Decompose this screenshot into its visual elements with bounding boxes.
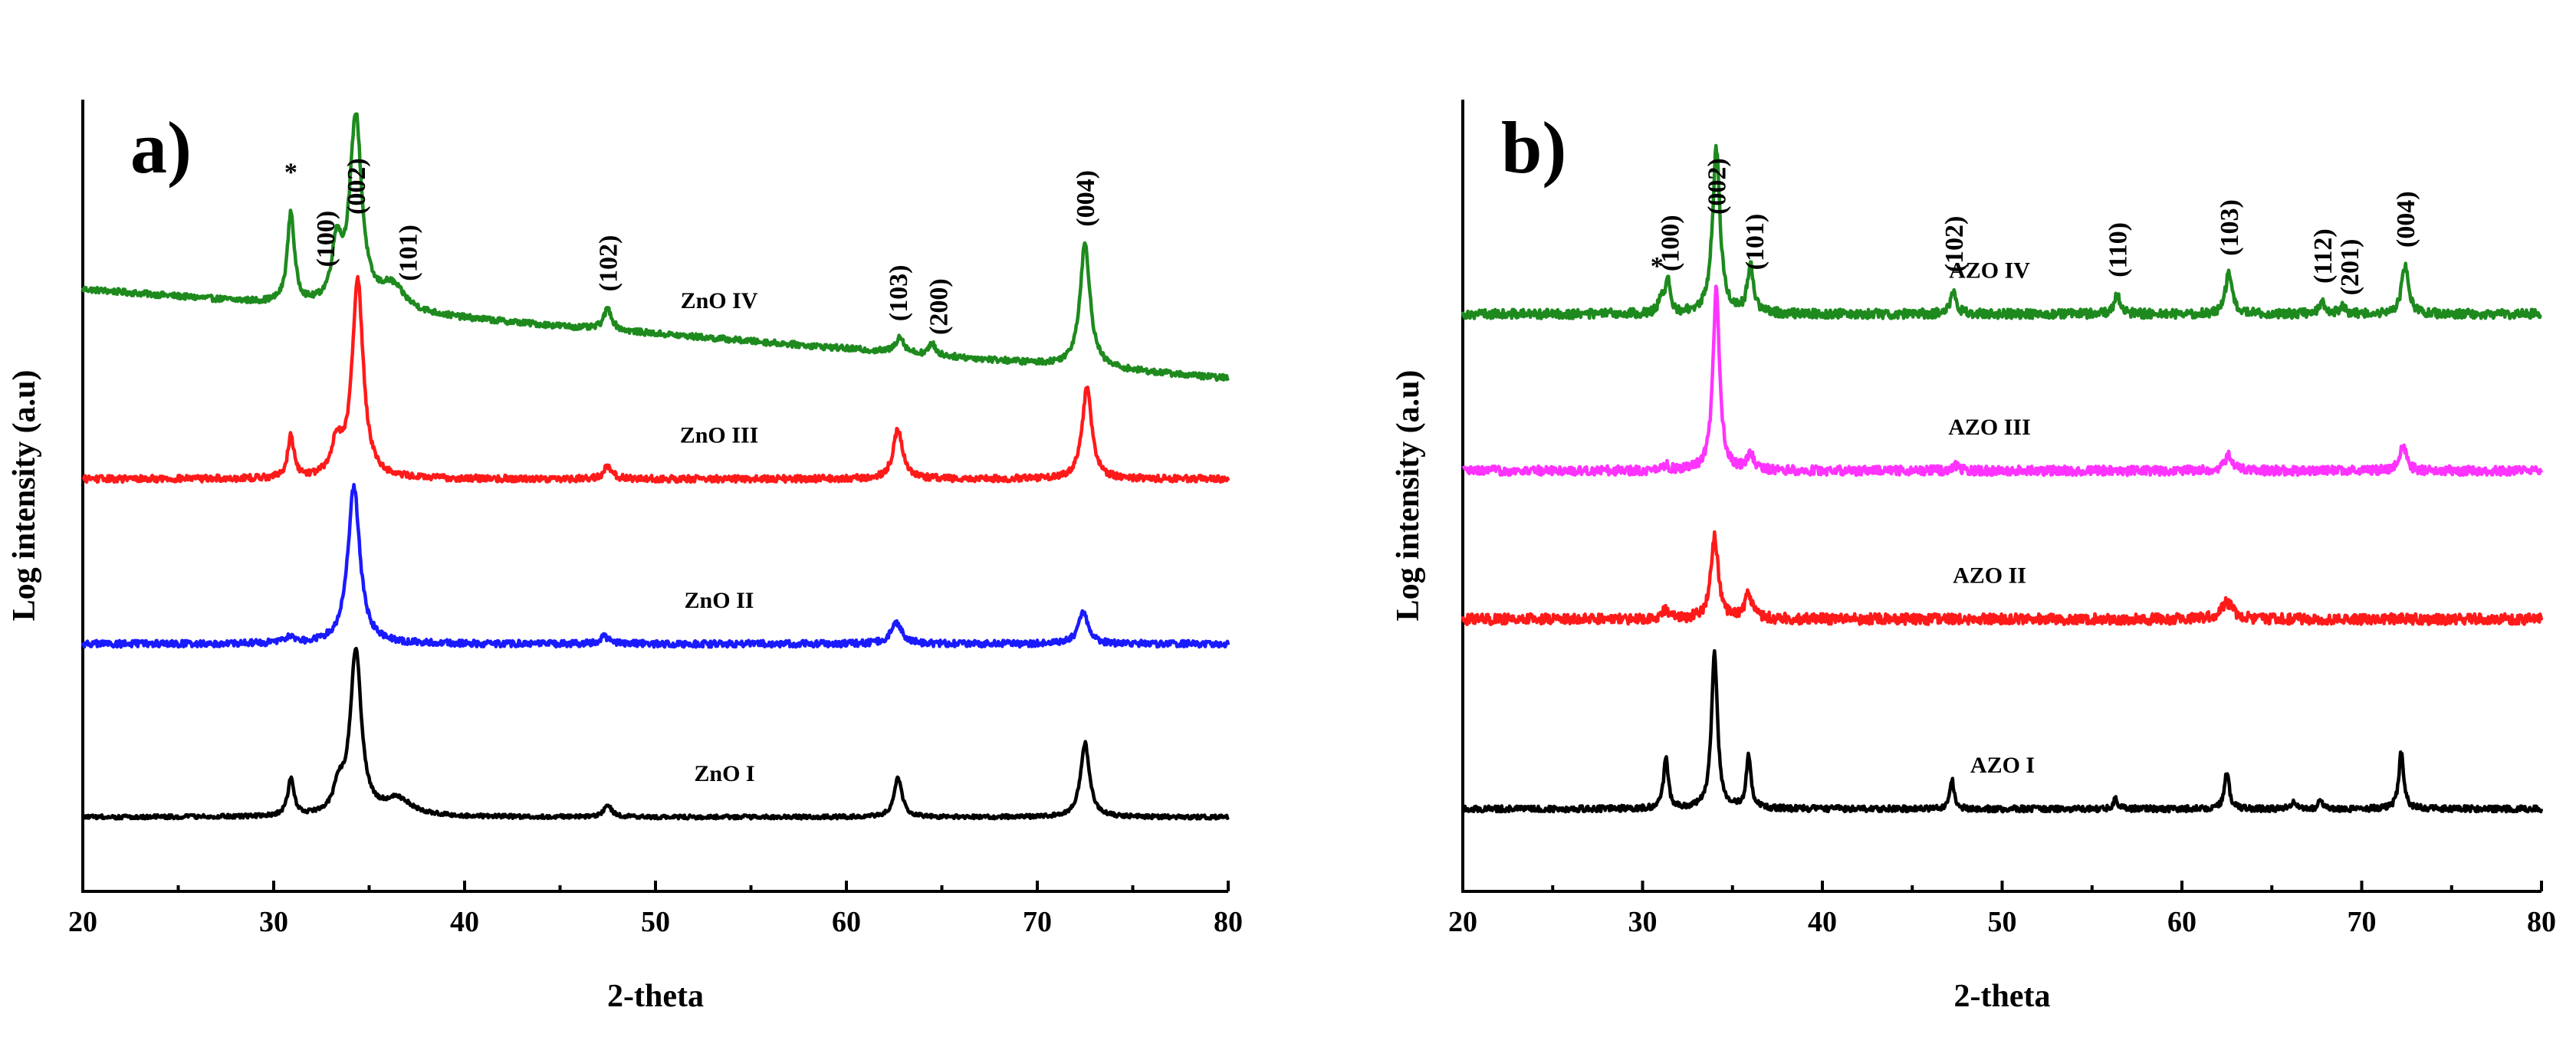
peak-asterisk: * (1651, 252, 1664, 281)
x-tick-label: 30 (259, 906, 288, 938)
series-line-zno-ii (80, 483, 1230, 649)
x-tick-label: 60 (832, 906, 861, 938)
series-line-zno-iv (80, 112, 1230, 382)
peak-index-label: (100) (1657, 215, 1685, 271)
panel-a: 20 30 40 50 60 70 80 2-theta Log intensity (a.u)… (7, 100, 1243, 1014)
series-line-azo-ii (1460, 530, 2544, 626)
series-line-azo-iii (1461, 284, 2544, 477)
peak-index-label: (100) (312, 211, 340, 267)
x-axis-title: 2-theta (607, 979, 704, 1014)
peak-index-label: (112) (2309, 228, 2338, 284)
peak-index-label: (200) (925, 278, 954, 335)
peak-index-label: (002) (343, 158, 371, 215)
series-label: AZO IV (1949, 258, 2030, 283)
series-line-azo-i (1461, 648, 2544, 814)
peak-index-label: (103) (885, 265, 913, 322)
x-tick-label: 80 (2527, 906, 2556, 938)
peak-index-label: (101) (1741, 214, 1769, 271)
x-tick-label: 40 (450, 906, 479, 938)
x-tick-label: 80 (1214, 906, 1243, 938)
x-axis-title: 2-theta (1954, 979, 2051, 1014)
series-label: AZO III (1948, 415, 2031, 440)
y-axis-title: Log intensity (a.u) (1391, 370, 1426, 622)
y-axis-title: Log intensity (a.u) (7, 370, 42, 622)
axis-frame (81, 100, 1228, 893)
peak-index-label: (002) (1704, 158, 1732, 215)
x-tick-label: 60 (2167, 906, 2196, 938)
x-tick-label: 50 (1988, 906, 2017, 938)
panel-label: a) (130, 107, 192, 189)
x-tick-label: 20 (1448, 906, 1477, 938)
x-tick-label: 20 (68, 906, 97, 938)
x-tick-label: 70 (2348, 906, 2377, 938)
x-tick-label: 50 (641, 906, 670, 938)
peak-index-label: (102) (1940, 216, 1969, 273)
series-label: ZnO II (685, 588, 754, 613)
peak-index-label: (004) (1072, 170, 1100, 227)
peak-index-label: (004) (2392, 191, 2420, 248)
peak-index-label: (102) (595, 235, 623, 292)
series-line-zno-iii (81, 274, 1230, 484)
x-tick-label: 30 (1628, 906, 1658, 938)
series-label: ZnO IV (681, 288, 758, 313)
series-label: ZnO I (694, 761, 754, 786)
x-tick-label: 40 (1808, 906, 1837, 938)
series-label: AZO II (1953, 563, 2026, 589)
panel-b: 20 30 40 50 60 70 80 2-theta Log intensity (a.u)… (1391, 100, 2556, 1014)
series-label: ZnO III (680, 423, 759, 448)
series-label: AZO I (1970, 753, 2035, 778)
series-line-azo-iv (1460, 143, 2543, 320)
peak-index-label: (101) (394, 225, 422, 281)
panel-label: b) (1501, 107, 1566, 189)
peak-index-label: (110) (2104, 222, 2133, 277)
x-tick-label: 70 (1023, 906, 1052, 938)
peak-asterisk: * (284, 158, 297, 186)
peak-index-label: (201) (2336, 239, 2364, 296)
peak-index-label: (103) (2216, 199, 2244, 256)
series-line-zno-i (81, 646, 1230, 821)
